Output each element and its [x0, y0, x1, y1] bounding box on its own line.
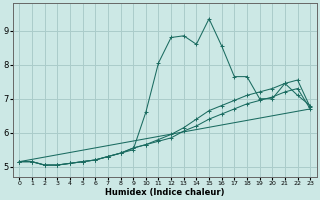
X-axis label: Humidex (Indice chaleur): Humidex (Indice chaleur) — [105, 188, 225, 197]
